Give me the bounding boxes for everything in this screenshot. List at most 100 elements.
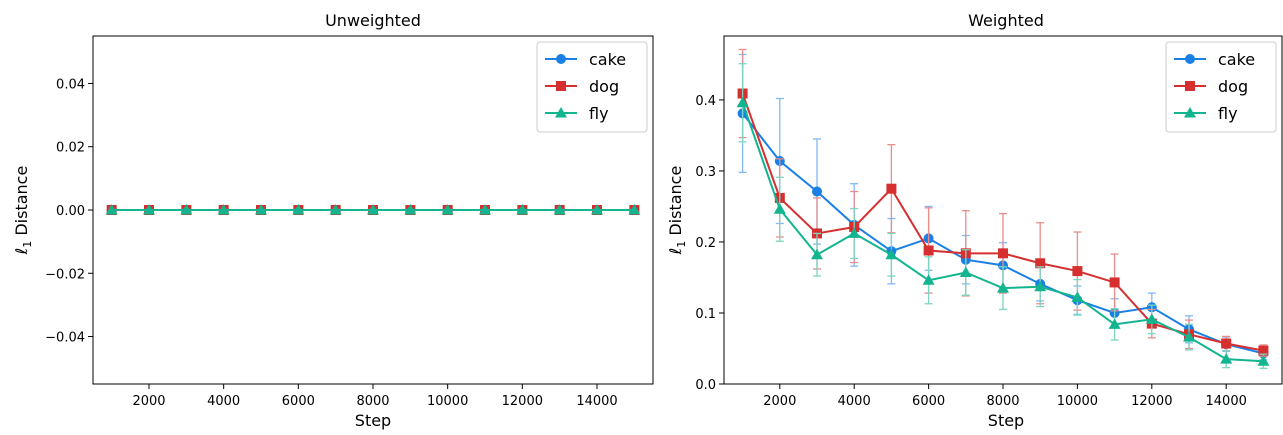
y-tick-label: −0.02 (45, 267, 85, 282)
data-point (1034, 280, 1047, 292)
x-tick-label: 10000 (1057, 394, 1098, 409)
x-tick-label: 6000 (282, 394, 315, 409)
data-point (811, 248, 823, 260)
x-tick-label: 6000 (912, 394, 945, 409)
legend-marker (1184, 107, 1196, 118)
data-point (1220, 353, 1233, 364)
legend-item-fly: fly (545, 104, 609, 123)
data-point (1071, 291, 1084, 302)
x-tick-label: 2000 (132, 394, 165, 409)
data-point (292, 204, 305, 215)
data-point (516, 204, 529, 215)
data-point (736, 96, 749, 108)
legend-marker (555, 107, 567, 118)
series-fly (736, 63, 1270, 370)
data-point (143, 204, 155, 215)
legend-label: cake (1218, 50, 1255, 69)
y-tick-label: 0.04 (56, 77, 85, 92)
y-tick-label: 0.0 (695, 378, 716, 393)
legend-label: fly (589, 104, 609, 123)
x-tick-label: 2000 (763, 394, 796, 409)
data-point (1108, 318, 1121, 329)
data-point (255, 204, 267, 215)
x-tick-label: 8000 (356, 394, 389, 409)
x-tick-label: 12000 (502, 394, 543, 409)
data-point (812, 186, 822, 197)
legend: cake dog fly (536, 41, 648, 133)
legend-item-dog: dog (1174, 77, 1248, 96)
data-point (180, 204, 193, 215)
y-tick-label: 0.1 (695, 307, 716, 322)
data-point (1035, 258, 1046, 269)
x-tick-label: 14000 (576, 394, 617, 409)
legend-item-dog: dog (545, 77, 619, 96)
data-point (1258, 345, 1269, 356)
data-point (441, 204, 454, 215)
y-tick-label: 0.00 (56, 204, 85, 219)
chart-title: Weighted (968, 11, 1044, 30)
x-axis: 2000 4000 6000 8000 10000 12000 14000 (763, 384, 1247, 409)
data-point (922, 274, 935, 285)
data-point (1183, 331, 1195, 342)
legend-marker (1185, 81, 1195, 91)
data-point (998, 248, 1008, 259)
legend-label: cake (589, 50, 626, 69)
y-axis: 0.0 0.1 0.2 0.3 0.4 (695, 94, 724, 393)
x-tick-label: 4000 (207, 394, 240, 409)
legend-label: dog (1218, 77, 1248, 96)
chart-weighted: Weighted 2000 4000 6000 8000 10000 12000 14000… (666, 11, 1283, 430)
data-point (885, 248, 898, 260)
data-point (1109, 277, 1120, 288)
y-tick-label: 0.4 (695, 94, 716, 109)
legend-label: fly (1218, 104, 1238, 123)
y-axis-label: ℓ1 Distance (12, 166, 34, 256)
data-point (886, 183, 897, 194)
legend-marker (556, 54, 566, 64)
y-axis: −0.04 −0.02 0.00 0.02 0.04 (45, 77, 93, 346)
series-fly (105, 204, 641, 215)
data-point (105, 204, 118, 215)
data-point (923, 245, 934, 256)
legend-box (1165, 41, 1277, 133)
x-tick-label: 12000 (1131, 394, 1172, 409)
y-tick-label: −0.04 (45, 331, 85, 346)
legend-item-cake: cake (1174, 50, 1255, 69)
data-point (1072, 266, 1083, 277)
y-axis-label: ℓ1 Distance (666, 166, 688, 256)
x-axis: 2000 4000 6000 8000 10000 12000 14000 (132, 384, 618, 409)
x-tick-label: 14000 (1206, 394, 1247, 409)
legend-box (536, 41, 648, 133)
data-point (628, 204, 641, 215)
legend-label: dog (589, 77, 619, 96)
data-point (591, 204, 603, 215)
legend-marker (556, 81, 566, 91)
data-point (329, 204, 342, 215)
chart-title: Unweighted (325, 11, 421, 30)
data-point (959, 266, 972, 277)
x-axis-label: Step (355, 411, 391, 430)
legend-item-fly: fly (1174, 104, 1238, 123)
x-tick-label: 10000 (427, 394, 468, 409)
x-tick-label: 4000 (838, 394, 871, 409)
data-point (1145, 313, 1158, 324)
data-point (1221, 338, 1232, 349)
data-point (404, 204, 417, 215)
data-point (367, 204, 379, 215)
data-point (1257, 355, 1270, 366)
y-tick-label: 0.02 (56, 141, 85, 156)
data-point (553, 204, 566, 215)
legend-item-cake: cake (545, 50, 626, 69)
data-point (217, 204, 230, 215)
legend-marker (1185, 54, 1195, 64)
y-tick-label: 0.2 (695, 236, 716, 251)
data-point (773, 203, 786, 214)
chart-unweighted: Unweighted 2000 4000 6000 8000 10000 12000 140… (12, 11, 654, 430)
data-point (848, 227, 861, 238)
x-axis-label: Step (988, 411, 1024, 430)
x-tick-label: 8000 (986, 394, 1019, 409)
legend: cake dog fly (1165, 41, 1277, 133)
data-point (479, 204, 491, 215)
data-point (997, 282, 1009, 293)
y-tick-label: 0.3 (695, 165, 716, 180)
